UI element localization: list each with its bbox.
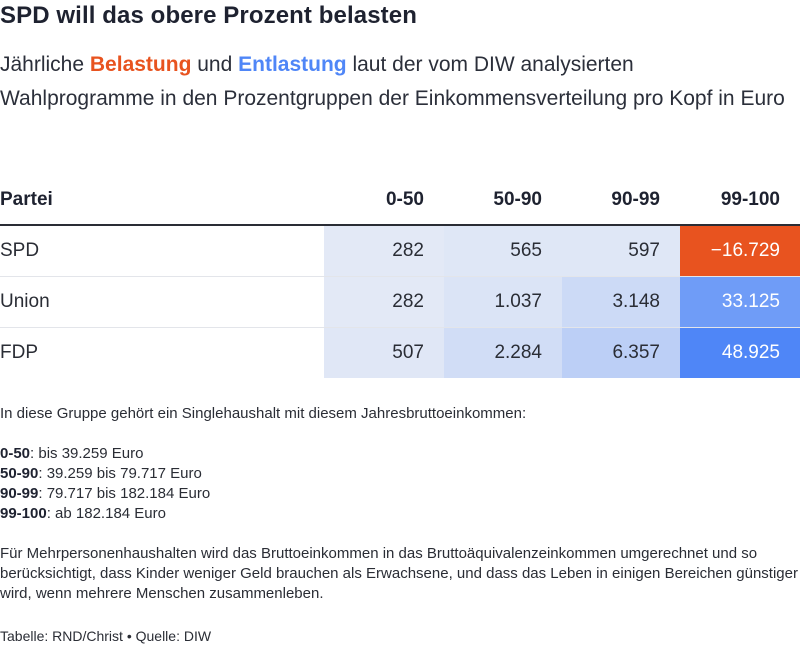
cell-fdp-99-100: 48.925 (680, 327, 800, 378)
notes-group-text: : 39.259 bis 79.717 Euro (38, 465, 202, 482)
subtitle-after: laut der vom DIW analysierten Wahlprogra… (0, 53, 785, 110)
source-footer: Tabelle: RND/Christ • Quelle: DIW (0, 628, 212, 644)
chart-subtitle: Jährliche Belastung und Entlastung laut … (0, 48, 790, 116)
notes: In diese Gruppe gehört ein Singlehaushal… (0, 404, 800, 604)
row-label-union: Union (0, 276, 324, 328)
notes-group-key: 0-50 (0, 445, 31, 462)
subtitle-middle: und (191, 53, 239, 76)
cell-fdp-50-90: 2.284 (444, 327, 562, 378)
subtitle-relief: Entlastung (238, 53, 347, 76)
cell-fdp-0-50: 507 (324, 327, 444, 378)
notes-group-item: 99-100: ab 182.184 Euro (0, 504, 800, 524)
column-header-99-100: 99-100 (680, 176, 800, 226)
column-header-90-99: 90-99 (562, 176, 680, 226)
table-row: SPD 282 565 597 −16.729 (0, 225, 800, 277)
column-header-0-50: 0-50 (324, 176, 444, 226)
cell-fdp-90-99: 6.357 (562, 327, 680, 378)
cell-union-0-50: 282 (324, 276, 444, 328)
subtitle-before: Jährliche (0, 53, 90, 76)
notes-explanation: Für Mehrpersonenhaushalten wird das Brut… (0, 545, 798, 602)
table-row: Union 282 1.037 3.148 33.125 (0, 276, 800, 328)
notes-group-text: : 79.717 bis 182.184 Euro (38, 485, 211, 502)
chart-title: SPD will das obere Prozent belasten (0, 2, 417, 29)
notes-group-text: : ab 182.184 Euro (46, 505, 166, 522)
column-header-50-90: 50-90 (444, 176, 562, 226)
notes-group-item: 0-50: bis 39.259 Euro (0, 444, 800, 464)
notes-group-key: 90-99 (0, 485, 39, 502)
cell-union-99-100: 33.125 (680, 276, 800, 328)
cell-union-50-90: 1.037 (444, 276, 562, 328)
cell-spd-99-100: −16.729 (680, 225, 800, 277)
notes-group-list: 0-50: bis 39.259 Euro 50-90: 39.259 bis … (0, 444, 800, 524)
row-label-fdp: FDP (0, 327, 324, 378)
cell-spd-50-90: 565 (444, 225, 562, 277)
notes-group-item: 50-90: 39.259 bis 79.717 Euro (0, 464, 800, 484)
notes-intro: In diese Gruppe gehört ein Singlehaushal… (0, 405, 527, 422)
cell-spd-90-99: 597 (562, 225, 680, 277)
cell-spd-0-50: 282 (324, 225, 444, 277)
subtitle-burden: Belastung (89, 53, 192, 76)
heatmap-table: Partei 0-50 50-90 90-99 99-100 SPD 282 5… (0, 176, 800, 378)
row-label-spd: SPD (0, 225, 324, 277)
notes-group-key: 99-100 (0, 505, 47, 522)
column-header-party: Partei (0, 176, 324, 226)
table-header-row: Partei 0-50 50-90 90-99 99-100 (0, 176, 800, 226)
notes-group-key: 50-90 (0, 465, 39, 482)
notes-group-text: : bis 39.259 Euro (30, 445, 144, 462)
table-row: FDP 507 2.284 6.357 48.925 (0, 327, 800, 378)
cell-union-90-99: 3.148 (562, 276, 680, 328)
notes-group-item: 90-99: 79.717 bis 182.184 Euro (0, 484, 800, 504)
